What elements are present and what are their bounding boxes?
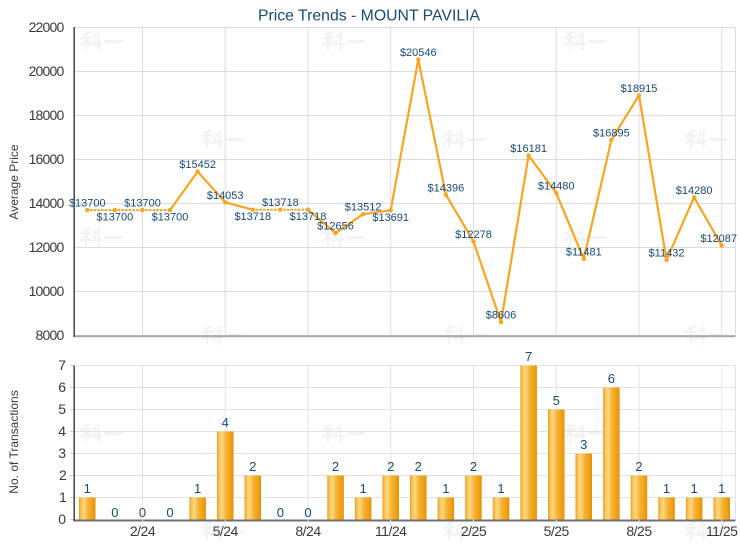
svg-text:$13512: $13512	[345, 202, 382, 214]
svg-text:1: 1	[663, 481, 670, 496]
svg-text:$15452: $15452	[179, 159, 216, 171]
svg-text:5: 5	[58, 401, 66, 417]
svg-text:2: 2	[387, 459, 394, 474]
svg-text:1: 1	[59, 489, 67, 505]
svg-text:6: 6	[58, 379, 66, 395]
svg-text:$16181: $16181	[510, 143, 547, 155]
svg-text:12000: 12000	[29, 239, 65, 255]
svg-text:1: 1	[690, 481, 697, 496]
svg-text:$20546: $20546	[400, 47, 437, 59]
svg-text:16000: 16000	[29, 151, 65, 167]
svg-text:22000: 22000	[29, 19, 65, 35]
svg-text:7: 7	[58, 357, 66, 373]
svg-text:1: 1	[718, 481, 725, 496]
svg-text:$14053: $14053	[207, 190, 244, 202]
svg-text:2/24: 2/24	[130, 523, 156, 539]
svg-text:2: 2	[332, 459, 339, 474]
svg-text:18000: 18000	[29, 107, 65, 123]
svg-text:20000: 20000	[29, 63, 65, 79]
svg-text:1: 1	[194, 481, 201, 496]
svg-text:$12087: $12087	[700, 233, 737, 245]
svg-text:2: 2	[249, 459, 256, 474]
svg-text:$16895: $16895	[593, 127, 630, 139]
svg-text:Average Price: Average Price	[7, 144, 21, 219]
svg-text:0: 0	[277, 505, 284, 520]
svg-text:0: 0	[111, 505, 118, 520]
svg-text:8000: 8000	[36, 327, 65, 343]
svg-text:5/25: 5/25	[544, 523, 570, 539]
svg-text:5/24: 5/24	[213, 523, 239, 539]
svg-text:$8606: $8606	[486, 310, 517, 322]
svg-text:$13700: $13700	[124, 198, 161, 210]
svg-text:14000: 14000	[29, 195, 65, 211]
svg-text:7: 7	[525, 349, 532, 364]
svg-text:0: 0	[304, 505, 311, 520]
svg-text:2: 2	[470, 459, 477, 474]
svg-text:11/25: 11/25	[706, 523, 738, 539]
svg-text:10000: 10000	[29, 283, 65, 299]
svg-text:Price Trends - MOUNT PAVILIA: Price Trends - MOUNT PAVILIA	[258, 8, 481, 25]
svg-text:$13700: $13700	[69, 198, 106, 210]
svg-text:6: 6	[608, 371, 615, 386]
svg-text:$14480: $14480	[538, 180, 575, 192]
svg-text:4: 4	[58, 423, 66, 439]
svg-text:0: 0	[166, 505, 173, 520]
svg-text:1: 1	[359, 481, 366, 496]
svg-text:$11432: $11432	[649, 248, 685, 260]
svg-text:1: 1	[497, 481, 504, 496]
svg-text:0: 0	[58, 511, 66, 527]
svg-text:$13718: $13718	[290, 211, 327, 223]
svg-text:$13700: $13700	[152, 212, 189, 224]
svg-text:0: 0	[139, 505, 146, 520]
svg-text:$13691: $13691	[372, 212, 409, 224]
svg-text:$14396: $14396	[428, 182, 465, 194]
svg-text:5: 5	[553, 393, 560, 408]
svg-text:1: 1	[84, 481, 91, 496]
svg-text:3: 3	[580, 437, 587, 452]
svg-text:$13718: $13718	[234, 211, 271, 223]
svg-text:4: 4	[222, 415, 229, 430]
svg-text:2: 2	[415, 459, 422, 474]
svg-text:$12656: $12656	[317, 221, 354, 233]
svg-text:11/24: 11/24	[375, 523, 407, 539]
svg-text:$14280: $14280	[676, 185, 713, 197]
svg-text:$13700: $13700	[97, 212, 134, 224]
svg-text:3: 3	[58, 445, 66, 461]
svg-text:$13718: $13718	[262, 197, 299, 209]
svg-text:$11481: $11481	[566, 246, 602, 258]
svg-text:8/24: 8/24	[295, 523, 321, 539]
svg-text:$12278: $12278	[455, 229, 492, 241]
svg-text:$18915: $18915	[621, 83, 658, 95]
svg-text:2: 2	[635, 459, 642, 474]
svg-text:2/25: 2/25	[461, 523, 487, 539]
svg-text:No. of Transactions: No. of Transactions	[7, 390, 21, 493]
svg-text:1: 1	[442, 481, 449, 496]
svg-text:8/25: 8/25	[626, 523, 652, 539]
svg-text:2: 2	[59, 467, 67, 483]
